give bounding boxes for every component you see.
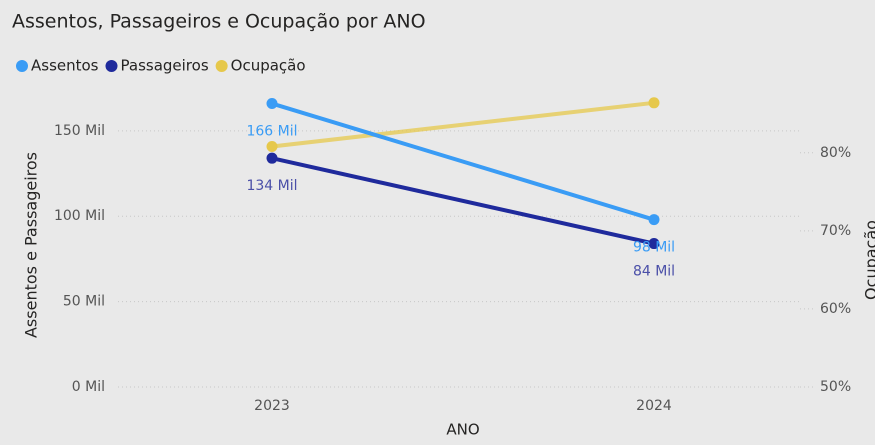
y2-tick-label: 60% (820, 301, 851, 317)
point (266, 141, 278, 153)
point (648, 214, 660, 226)
legend-marker (215, 60, 228, 72)
y-tick-label: 150 Mil (54, 123, 105, 139)
x-axis-title: ANO (446, 421, 479, 439)
x-tick-label: 2024 (636, 398, 672, 414)
series-line (271, 101, 655, 222)
point (266, 152, 278, 164)
y2-axis-title: Ocupação (862, 220, 875, 300)
data-label: 166 Mil (246, 124, 297, 140)
y2-tick-label: 80% (820, 145, 851, 161)
point (648, 238, 660, 250)
legend-label: Assentos (31, 57, 99, 75)
x-tick-label: 2023 (254, 398, 290, 414)
point (648, 97, 660, 109)
y2-tick-label: 70% (820, 223, 851, 239)
legend-marker (105, 60, 118, 72)
legend-label: Passageiros (121, 57, 209, 75)
y-axis-title: Assentos e Passageiros (22, 152, 41, 338)
y2-tick-label: 50% (820, 379, 851, 395)
series-line (271, 156, 655, 246)
data-label: 98 Mil (633, 240, 675, 256)
y-tick-label: 0 Mil (72, 379, 105, 395)
data-label: 134 Mil (246, 178, 297, 194)
series-line (271, 100, 655, 149)
y-tick-label: 100 Mil (54, 208, 105, 224)
legend-label: Ocupação (231, 57, 306, 75)
point (266, 98, 278, 110)
data-label: 84 Mil (633, 264, 675, 280)
chart-title: Assentos, Passageiros e Ocupação por ANO (12, 11, 426, 33)
y-tick-label: 50 Mil (63, 294, 105, 310)
legend-marker (16, 60, 28, 72)
